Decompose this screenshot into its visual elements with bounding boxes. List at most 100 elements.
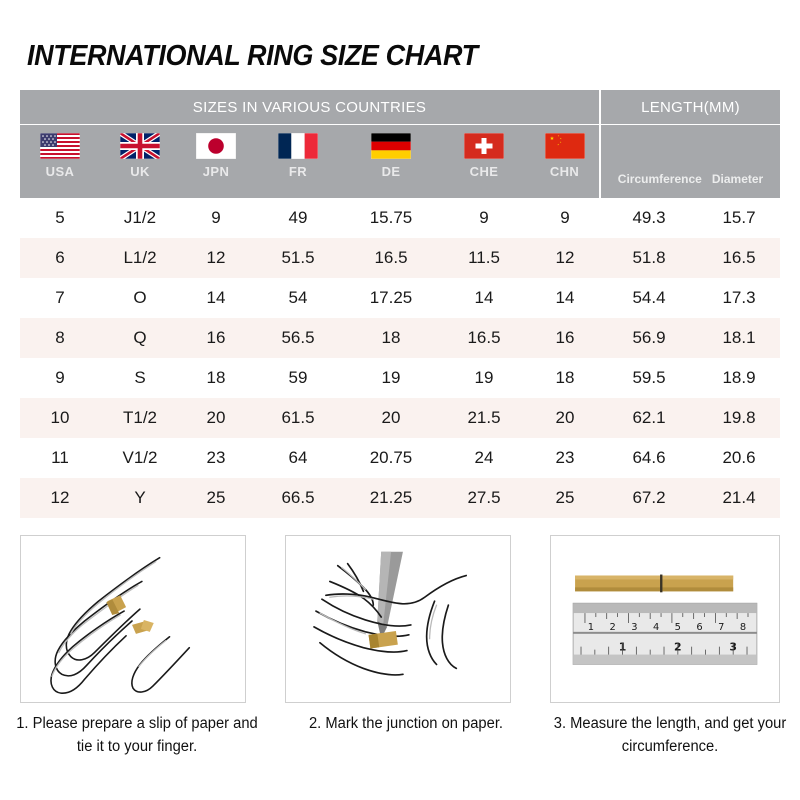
country-code-usa: USA bbox=[45, 164, 75, 179]
ruler-cm-label: 1 bbox=[588, 622, 594, 633]
size-table-container: SIZES IN VARIOUS COUNTRIES LENGTH(MM) bbox=[20, 90, 781, 518]
column-header-che: CHE bbox=[438, 124, 530, 198]
cell-usa: 5 bbox=[20, 198, 100, 238]
table-body: 5 J1/2 9 49 15.75 9 9 49.3 15.7 6 L1/2 1… bbox=[20, 198, 781, 518]
cell-usa: 11 bbox=[20, 438, 100, 478]
cell-jpn: 12 bbox=[180, 238, 252, 278]
cell-chn: 16 bbox=[530, 318, 600, 358]
marking-junction-illustration bbox=[313, 551, 468, 676]
ruler-cm-label: 2 bbox=[609, 622, 615, 633]
cell-fr: 59 bbox=[252, 358, 344, 398]
column-header-fr: FR bbox=[252, 124, 344, 198]
cell-usa: 10 bbox=[20, 398, 100, 438]
table-header: SIZES IN VARIOUS COUNTRIES LENGTH(MM) bbox=[20, 90, 781, 198]
cell-uk: V1/2 bbox=[100, 438, 180, 478]
cell-che: 24 bbox=[438, 438, 530, 478]
cell-chn: 9 bbox=[530, 198, 600, 238]
cell-circumference: 59.5 bbox=[600, 358, 698, 398]
cell-usa: 9 bbox=[20, 358, 100, 398]
cell-diameter: 18.9 bbox=[698, 358, 781, 398]
table-row: 6 L1/2 12 51.5 16.5 11.5 12 51.8 16.5 bbox=[20, 238, 781, 278]
cell-fr: 49 bbox=[252, 198, 344, 238]
country-code-che: CHE bbox=[469, 164, 499, 179]
flag-germany-icon bbox=[371, 133, 411, 159]
column-header-de: DE bbox=[344, 124, 438, 198]
cell-chn: 23 bbox=[530, 438, 600, 478]
cell-che: 21.5 bbox=[438, 398, 530, 438]
column-header-uk: UK bbox=[100, 124, 180, 198]
step-2-illustration-panel bbox=[285, 535, 511, 703]
cell-che: 14 bbox=[438, 278, 530, 318]
cell-de: 15.75 bbox=[344, 198, 438, 238]
column-header-length-sub: Circumference Diameter bbox=[598, 124, 781, 198]
cell-che: 27.5 bbox=[438, 478, 530, 518]
paper-strip-on-finger-icon bbox=[106, 595, 127, 616]
cell-diameter: 20.6 bbox=[698, 438, 781, 478]
cell-jpn: 25 bbox=[180, 478, 252, 518]
table-row: 8 Q 16 56.5 18 16.5 16 56.9 18.1 bbox=[20, 318, 781, 358]
country-code-uk: UK bbox=[130, 164, 150, 179]
table-row: 11 V1/2 23 64 20.75 24 23 64.6 20.6 bbox=[20, 438, 781, 478]
flags-header-row: USA UK bbox=[20, 124, 781, 198]
flag-switzerland-icon bbox=[464, 133, 504, 159]
cell-diameter: 16.5 bbox=[698, 238, 781, 278]
ruler-icon: 1 2 3 4 5 6 7 8 1 2 3 bbox=[572, 602, 758, 665]
cell-uk: Y bbox=[100, 478, 180, 518]
ruler-measuring-illustration: 1 2 3 4 5 6 7 8 1 2 3 bbox=[572, 574, 758, 665]
page-title: INTERNATIONAL RING SIZE CHART bbox=[27, 40, 478, 72]
country-code-de: DE bbox=[381, 164, 401, 179]
step-1-illustration-panel bbox=[20, 535, 246, 703]
table-row: 12 Y 25 66.5 21.25 27.5 25 67.2 21.4 bbox=[20, 478, 781, 518]
column-header-jpn: JPN bbox=[180, 124, 252, 198]
cell-circumference: 67.2 bbox=[600, 478, 698, 518]
cell-usa: 7 bbox=[20, 278, 100, 318]
cell-de: 21.25 bbox=[344, 478, 438, 518]
ruler-cm-label: 7 bbox=[718, 622, 724, 633]
flag-uk-icon bbox=[120, 133, 160, 159]
table-row: 9 S 18 59 19 19 18 59.5 18.9 bbox=[20, 358, 781, 398]
cell-chn: 18 bbox=[530, 358, 600, 398]
cell-diameter: 18.1 bbox=[698, 318, 781, 358]
cell-diameter: 17.3 bbox=[698, 278, 781, 318]
cell-che: 16.5 bbox=[438, 318, 530, 358]
cell-uk: T1/2 bbox=[100, 398, 180, 438]
group-header-length: LENGTH(MM) bbox=[600, 90, 781, 125]
cell-de: 16.5 bbox=[344, 238, 438, 278]
cell-chn: 12 bbox=[530, 238, 600, 278]
flag-japan-icon bbox=[196, 133, 236, 159]
ruler-cm-labels: 1 2 3 4 5 6 7 8 bbox=[588, 622, 746, 633]
table-row: 7 O 14 54 17.25 14 14 54.4 17.3 bbox=[20, 278, 781, 318]
column-header-chn: CHN bbox=[530, 124, 600, 198]
cell-de: 18 bbox=[344, 318, 438, 358]
paper-strip-measured-icon bbox=[575, 574, 734, 593]
cell-che: 9 bbox=[438, 198, 530, 238]
ruler-cm-ticks bbox=[584, 613, 749, 623]
cell-circumference: 56.9 bbox=[600, 318, 698, 358]
cell-uk: Q bbox=[100, 318, 180, 358]
country-code-fr: FR bbox=[288, 164, 308, 179]
ruler-cm-label: 6 bbox=[696, 622, 702, 633]
flag-china-icon bbox=[544, 133, 585, 159]
cell-uk: O bbox=[100, 278, 180, 318]
hand-with-paper-strip-illustration bbox=[50, 556, 191, 694]
cell-uk: S bbox=[100, 358, 180, 398]
country-code-jpn: JPN bbox=[202, 164, 230, 179]
cell-circumference: 49.3 bbox=[600, 198, 698, 238]
cell-jpn: 23 bbox=[180, 438, 252, 478]
cell-diameter: 21.4 bbox=[698, 478, 781, 518]
cell-de: 20.75 bbox=[344, 438, 438, 478]
cell-che: 11.5 bbox=[438, 238, 530, 278]
paper-strip-marked-icon bbox=[368, 630, 398, 649]
cell-jpn: 16 bbox=[180, 318, 252, 358]
cell-jpn: 14 bbox=[180, 278, 252, 318]
group-header-countries: SIZES IN VARIOUS COUNTRIES bbox=[20, 90, 601, 125]
cell-de: 17.25 bbox=[344, 278, 438, 318]
paper-strip-knot-icon bbox=[132, 619, 154, 634]
cell-chn: 20 bbox=[530, 398, 600, 438]
table-row: 10 T1/2 20 61.5 20 21.5 20 62.1 19.8 bbox=[20, 398, 781, 438]
pen-icon bbox=[377, 551, 403, 646]
subheader-circumference: Circumference bbox=[617, 172, 702, 186]
cell-fr: 51.5 bbox=[252, 238, 344, 278]
ruler-cm-label: 5 bbox=[675, 622, 681, 633]
